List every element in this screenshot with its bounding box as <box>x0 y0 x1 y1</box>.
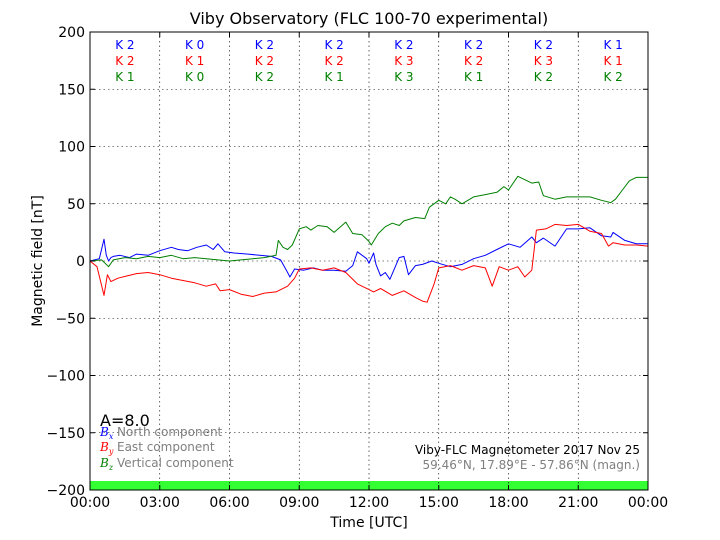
y-tick-label: 0 <box>76 254 85 270</box>
x-tick-label: 06:00 <box>209 495 249 511</box>
y-tick-label: 50 <box>67 197 85 213</box>
k-index-rows: K 2 K 0 K 2 K 2 K 2 K 2 K 2 K 1 K 2 K 1 K 2 K 2 K 3 K… <box>115 38 623 84</box>
y-tick-label: 150 <box>58 82 85 98</box>
y-tick-label: 200 <box>58 25 85 41</box>
k-index-east: K 1 <box>185 54 204 68</box>
k-index-east: K 2 <box>255 54 274 68</box>
x-axis-label: Time [UTC] <box>329 515 407 531</box>
k-index-vertical: K 2 <box>255 70 274 84</box>
k-index-east: K 2 <box>115 54 134 68</box>
legend-label-vertical: Vertical component <box>117 456 234 470</box>
k-index-east: K 2 <box>324 54 343 68</box>
k-index-north: K 2 <box>394 38 413 52</box>
k-index-north: K 1 <box>603 38 622 52</box>
k-index-vertical: K 1 <box>324 70 343 84</box>
legend-symbol-north: Bx <box>99 425 114 441</box>
k-index-east: K 3 <box>394 54 413 68</box>
y-axis-label: Magnetic field [nT] <box>30 195 46 327</box>
k-index-east: K 2 <box>464 54 483 68</box>
series-layer <box>89 175 649 303</box>
k-index-north: K 2 <box>324 38 343 52</box>
info-line-1: Viby-FLC Magnetometer 2017 Nov 25 <box>415 443 640 457</box>
x-tick-label: 15:00 <box>419 495 459 511</box>
k-index-vertical: K 2 <box>603 70 622 84</box>
k-index-vertical: K 1 <box>464 70 483 84</box>
legend-symbol-east: By <box>99 440 114 456</box>
series-line-vertical <box>89 175 648 268</box>
x-tick-label: 21:00 <box>558 495 598 511</box>
series-line-east <box>89 223 649 303</box>
k-index-north: K 2 <box>115 38 134 52</box>
legend: Bx North component By East component Bz … <box>99 425 234 472</box>
info-line-2: 59.46°N, 17.89°E - 57.86°N (magn.) <box>423 458 640 472</box>
k-index-vertical: K 0 <box>185 70 204 84</box>
x-tick-label: 12:00 <box>349 495 389 511</box>
y-tick-label: 100 <box>58 140 85 156</box>
activity-label: A=8.0 <box>100 411 150 430</box>
k-index-vertical: K 1 <box>115 70 134 84</box>
x-tick-label: 18:00 <box>488 495 528 511</box>
k-index-east: K 3 <box>534 54 553 68</box>
k-index-north: K 0 <box>185 38 204 52</box>
y-tick-label: −150 <box>47 426 85 442</box>
x-tick-label: 00:00 <box>628 495 668 511</box>
k-index-vertical: K 2 <box>534 70 553 84</box>
k-index-north: K 2 <box>534 38 553 52</box>
x-tick-labels: 00:00 03:00 06:00 09:00 12:00 15:00 18:00 21:00… <box>70 495 668 511</box>
k-index-east: K 1 <box>603 54 622 68</box>
y-tick-label: −200 <box>47 483 85 499</box>
grid <box>90 32 648 490</box>
k-index-north: K 2 <box>255 38 274 52</box>
chart-title: Viby Observatory (FLC 100-70 experimenta… <box>190 9 549 28</box>
legend-label-east: East component <box>117 440 215 454</box>
k-index-north: K 2 <box>464 38 483 52</box>
x-tick-label: 00:00 <box>70 495 110 511</box>
x-tick-label: 03:00 <box>140 495 180 511</box>
k-index-vertical: K 3 <box>394 70 413 84</box>
y-tick-labels: 200 150 100 50 0 −50 −100 −150 −200 <box>47 25 85 499</box>
y-tick-label: −50 <box>55 311 85 327</box>
x-tick-label: 09:00 <box>279 495 319 511</box>
ticks <box>89 31 649 491</box>
y-tick-label: −100 <box>47 369 85 385</box>
legend-label-north: North component <box>117 425 223 439</box>
legend-symbol-vertical: Bz <box>99 456 114 472</box>
